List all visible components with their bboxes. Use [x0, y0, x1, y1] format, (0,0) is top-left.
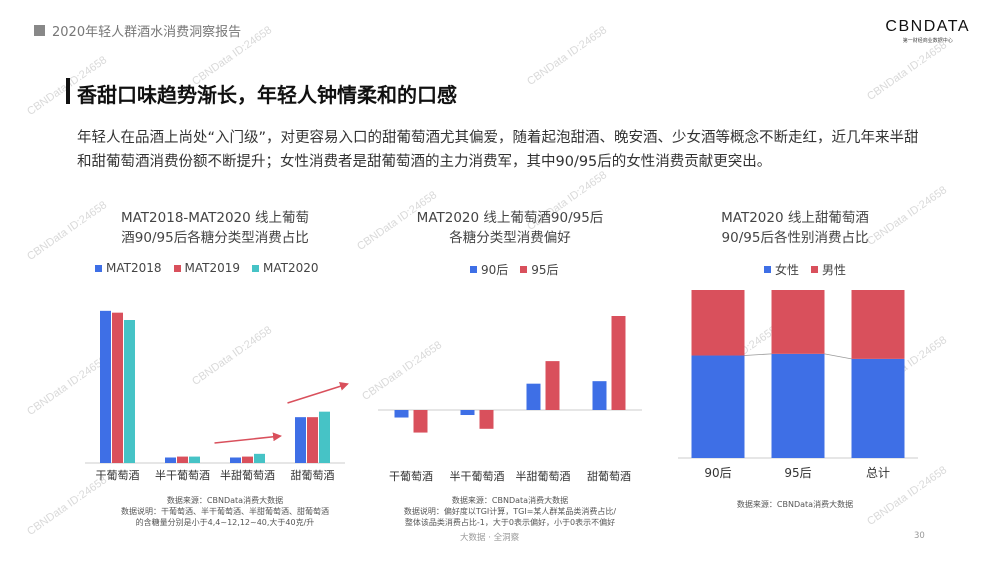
chart2-bar [611, 316, 626, 410]
legend-label: 95后 [531, 263, 559, 277]
chart1-title-line1: MAT2018-MAT2020 线上葡萄 [120, 210, 310, 226]
chart2-note-line1: 数据来源：CBNData消费大数据 [451, 496, 569, 505]
brand-subtitle: 第一财经商业数据中心 [902, 38, 953, 44]
header-marker [34, 25, 45, 36]
chart1-bar [254, 453, 265, 463]
legend-label: 女性 [775, 263, 800, 277]
chart1-x-tick-label: 半干葡萄酒 [155, 468, 210, 482]
chart2-bar [545, 361, 560, 410]
chart2-x-tick-label: 半甜葡萄酒 [516, 469, 571, 483]
legend-item: MAT2019 [173, 261, 241, 275]
chart1-bar [295, 417, 306, 463]
brand-logo: CBNDATA 第一财经商业数据中心 [885, 18, 970, 44]
chart2-bar [394, 410, 409, 418]
chart3-x-tick-label: 90后 [704, 466, 731, 480]
chart1-note-line1: 数据来源：CBNData消费大数据 [166, 496, 284, 505]
chart1-bar [124, 320, 135, 463]
chart1-bar [112, 312, 123, 463]
legend-item: MAT2018 [95, 261, 162, 275]
chart2-title-line1: MAT2020 线上葡萄酒90/95后 [416, 210, 604, 226]
chart3-bar-segment [771, 290, 825, 354]
chart1-bar [177, 456, 188, 463]
chart3-x-tick-label: 95后 [784, 466, 811, 480]
chart1-bar [307, 417, 318, 463]
legend-item: 90后 [470, 261, 508, 278]
chart1-bar [165, 457, 176, 463]
chart2-bar [592, 381, 607, 410]
legend-swatch [252, 264, 259, 272]
chart2-legend: 90后 95后 [470, 261, 559, 278]
chart1-bar [100, 310, 111, 463]
chart3-bar-segment [691, 355, 745, 458]
chart3-series-connector [744, 353, 772, 356]
legend-swatch [470, 266, 477, 273]
chart1-bar [319, 411, 330, 463]
legend-swatch [764, 266, 771, 273]
chart2-x-tick-label: 甜葡萄酒 [587, 470, 631, 483]
page-heading: 香甜口味趋势渐长，年轻人钟情柔和的口感 [77, 83, 457, 107]
legend-swatch [520, 266, 528, 273]
chart3-bar-segment [771, 353, 825, 458]
chart3-title-line2: 90/95后各性别消费占比 [721, 230, 869, 246]
legend-label: MAT2018 [106, 261, 162, 275]
chart1-note: 数据来源：CBNData消费大数据 数据说明：干葡萄酒、半干葡萄酒、半甜葡萄酒、… [80, 495, 370, 528]
chart3-title: MAT2020 线上甜葡萄酒 90/95后各性别消费占比 [670, 208, 920, 248]
legend-item: 95后 [520, 261, 559, 278]
legend-label: 90后 [481, 263, 509, 277]
chart1-x-tick-label: 干葡萄酒 [96, 469, 140, 482]
legend-item: MAT2020 [252, 261, 319, 275]
chart2-bar [479, 410, 494, 429]
page-number: 30 [914, 531, 925, 541]
chart3-bar-segment [851, 358, 905, 458]
chart1-trend-arrow [287, 381, 349, 404]
chart3-bar-segment [851, 290, 905, 359]
chart1-bar [230, 457, 241, 463]
legend-swatch [95, 264, 102, 272]
chart1-trend-arrow [214, 432, 282, 444]
chart3-note: 数据来源：CBNData消费大数据 [695, 499, 895, 510]
chart3-series-connector [824, 353, 852, 360]
chart3-x-tick-label: 总计 [866, 466, 890, 480]
chart3-title-line1: MAT2020 线上甜葡萄酒 [721, 210, 869, 226]
chart1-bar [189, 456, 200, 463]
chart1-title-line2: 酒90/95后各糖分类型消费占比 [121, 230, 309, 246]
chart1-x-tick-label: 半甜葡萄酒 [220, 468, 275, 482]
footer-slogan: 大数据 · 全洞察 [460, 533, 520, 543]
chart1-bar [242, 456, 253, 463]
chart3-note-line1: 数据来源：CBNData消费大数据 [736, 500, 854, 509]
brand-logo-text: CBNDATA [885, 18, 970, 35]
chart1-x-tick-label: 甜葡萄酒 [291, 469, 335, 482]
chart1-title: MAT2018-MAT2020 线上葡萄 酒90/95后各糖分类型消费占比 [80, 208, 350, 248]
chart2-x-tick-label: 干葡萄酒 [389, 470, 433, 483]
legend-swatch [173, 264, 181, 272]
legend-swatch [811, 266, 819, 273]
legend-label: MAT2020 [263, 261, 319, 275]
legend-item: 男性 [811, 261, 846, 278]
heading-accent-bar [66, 78, 70, 104]
chart2-note: 数据来源：CBNData消费大数据 数据说明：偏好度以TGI计算，TGI=某人群… [365, 495, 655, 528]
report-title: 2020年轻人群酒水消费洞察报告 [52, 25, 242, 40]
chart2-note-line2: 数据说明：偏好度以TGI计算，TGI=某人群某品类消费占比/ [403, 507, 617, 516]
legend-label: MAT2019 [184, 261, 241, 275]
chart2-bar [526, 383, 541, 410]
chart2-bar [460, 410, 475, 416]
legend-item: 女性 [764, 261, 799, 278]
chart2-bar [413, 410, 428, 433]
legend-label: 男性 [822, 263, 847, 277]
chart1-legend: MAT2018 MAT2019 MAT2020 [95, 261, 319, 275]
chart3-bar-segment [691, 290, 745, 356]
chart1-note-line2: 数据说明：干葡萄酒、半干葡萄酒、半甜葡萄酒、甜葡萄酒 [121, 507, 329, 516]
chart1-note-line3: 的含糖量分别是小于4,4~12,12~40,大于40克/升 [135, 518, 315, 527]
chart2-title: MAT2020 线上葡萄酒90/95后 各糖分类型消费偏好 [375, 208, 645, 248]
intro-paragraph: 年轻人在品酒上尚处“入门级”，对更容易入口的甜葡萄酒尤其偏爱，随着起泡甜酒、晚安… [77, 130, 919, 170]
chart2-title-line2: 各糖分类型消费偏好 [449, 230, 571, 246]
chart2-note-line3: 整体该品类消费占比-1，大于0表示偏好，小于0表示不偏好 [404, 518, 616, 527]
chart3-legend: 女性 男性 [764, 261, 846, 278]
chart2-x-tick-label: 半干葡萄酒 [450, 469, 505, 483]
